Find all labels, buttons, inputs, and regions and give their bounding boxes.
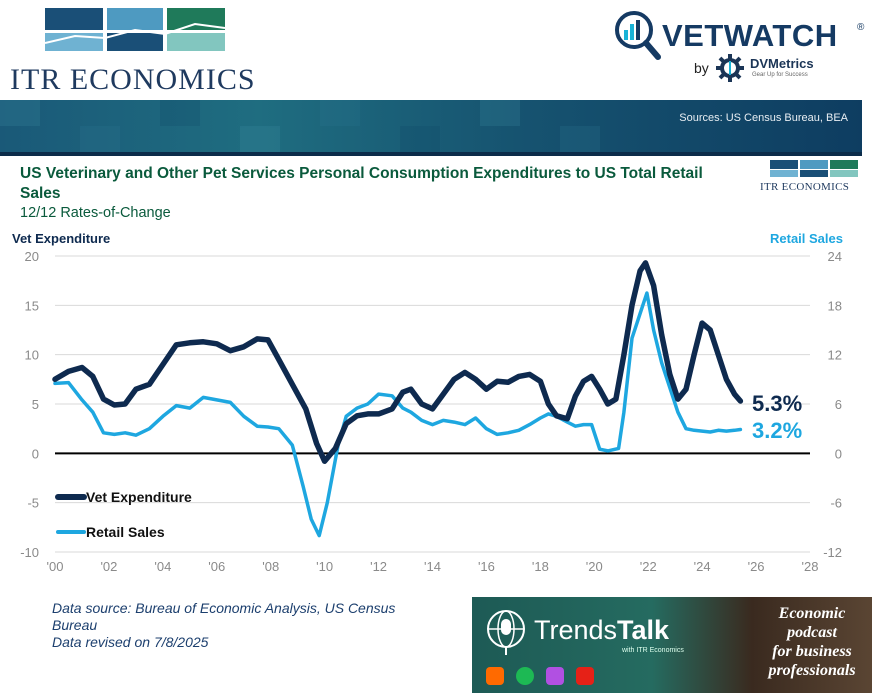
vet-expenditure-value-label: 5.3% xyxy=(752,391,802,416)
magnifier-chart-icon xyxy=(615,11,661,60)
vet-expenditure-line xyxy=(52,260,744,464)
x-tick-label: '20 xyxy=(586,559,603,574)
x-tick-label: '12 xyxy=(370,559,387,574)
line-chart: 20 15 10 5 0 -5 -10 24 18 12 6 0 -6 -12 '00 '02 '04 '06 '0… xyxy=(20,249,842,574)
trendstalk-title: TrendsTalk xyxy=(534,615,669,646)
y-right-tick-label: -6 xyxy=(830,496,842,511)
y-axis-left-label: Vet Expenditure xyxy=(12,231,111,246)
soundcloud-icon[interactable] xyxy=(486,667,504,685)
data-source-line-2: Bureau xyxy=(52,617,98,633)
data-revised-line: Data revised on 7/8/2025 xyxy=(52,634,209,650)
tagline-line-3: for business xyxy=(772,643,852,660)
y-axis-right-label: Retail Sales xyxy=(770,231,843,246)
by-text: by xyxy=(694,60,709,76)
y-left-tick-label: 20 xyxy=(25,249,39,264)
x-tick-label: '18 xyxy=(532,559,549,574)
itr-small-logo-text: ITR ECONOMICS xyxy=(760,181,850,193)
y-right-tick-label: 18 xyxy=(828,298,842,313)
sources-text: Sources: US Census Bureau, BEA xyxy=(679,112,848,124)
y-left-tick-label: 5 xyxy=(32,397,39,412)
chart-title: US Veterinary and Other Pet Services Per… xyxy=(20,165,703,202)
itr-economics-logo: ITR ECONOMICS xyxy=(10,8,260,96)
y-right-tick-label: 0 xyxy=(835,446,842,461)
dvmetrics-tagline: Gear Up for Success xyxy=(752,72,808,78)
x-tick-label: '14 xyxy=(424,559,441,574)
data-source-line-1: Data source: Bureau of Economic Analysis… xyxy=(52,600,396,616)
y-right-tick-label: 12 xyxy=(828,348,842,363)
x-tick-label: '24 xyxy=(694,559,711,574)
globe-microphone-icon xyxy=(487,610,525,655)
retail-sales-value-label: 3.2% xyxy=(752,418,802,443)
podcast-tagline: Economic podcast for business profession… xyxy=(754,604,870,680)
retail-sales-line xyxy=(53,291,743,538)
dvmetrics-gear-icon xyxy=(716,54,744,82)
y-left-tick-label: 0 xyxy=(32,446,39,461)
y-right-tick-label: 24 xyxy=(828,249,842,264)
banner-pattern xyxy=(0,100,600,152)
x-tick-label: '00 xyxy=(47,559,64,574)
y-left-tick-label: -10 xyxy=(20,545,39,560)
legend-label: Vet Expenditure xyxy=(86,489,192,505)
x-tick-label: '28 xyxy=(802,559,819,574)
vetwatch-logo: VETWATCH ® by DVMetrics Gear Up for Succ… xyxy=(612,8,872,88)
y-left-tick-label: 10 xyxy=(25,348,39,363)
itr-small-logo: ITR ECONOMICS xyxy=(752,160,862,196)
tagline-line-4: professionals xyxy=(768,662,856,679)
trendstalk-title-part-2: Talk xyxy=(617,615,670,645)
y-right-tick-label: 6 xyxy=(835,397,842,412)
x-tick-label: '06 xyxy=(208,559,225,574)
itr-logo-text: ITR ECONOMICS xyxy=(10,63,256,96)
youtube-icon[interactable] xyxy=(576,667,594,685)
tagline-line-1: Economic xyxy=(778,605,846,622)
data-source-note: Data source: Bureau of Economic Analysis… xyxy=(52,600,462,651)
x-tick-label: '08 xyxy=(262,559,279,574)
x-tick-label: '16 xyxy=(478,559,495,574)
y-left-tick-label: 15 xyxy=(25,298,39,313)
apple-podcasts-icon[interactable] xyxy=(546,667,564,685)
x-tick-label: '22 xyxy=(640,559,657,574)
trendstalk-podcast-banner[interactable]: TrendsTalk with ITR Economics Economic p… xyxy=(472,597,872,693)
itr-logo-mark xyxy=(45,8,225,51)
dvmetrics-logo-text: DVMetrics xyxy=(750,56,814,71)
header-banner: Sources: US Census Bureau, BEA xyxy=(0,100,862,152)
itr-small-logo-mark xyxy=(770,160,858,177)
series-lines xyxy=(52,260,744,538)
y-left-tick-label: -5 xyxy=(27,496,39,511)
banner-divider xyxy=(0,152,862,156)
x-tick-label: '04 xyxy=(154,559,171,574)
vetwatch-logo-text: VETWATCH xyxy=(662,18,838,53)
registered-mark: ® xyxy=(857,22,865,33)
y-right-tick-label: -12 xyxy=(823,545,842,560)
gridlines xyxy=(55,255,810,553)
axes: 20 15 10 5 0 -5 -10 24 18 12 6 0 -6 -12 '00 '02 '04 '06 '0… xyxy=(20,249,842,574)
trendstalk-title-part-1: Trends xyxy=(534,615,618,645)
legend-label: Retail Sales xyxy=(86,524,165,540)
legend: Vet Expenditure Retail Sales xyxy=(55,489,192,540)
spotify-icon[interactable] xyxy=(516,667,534,685)
x-tick-label: '10 xyxy=(316,559,333,574)
x-tick-label: '26 xyxy=(748,559,765,574)
trendstalk-subtitle: with ITR Economics xyxy=(622,647,684,654)
x-tick-label: '02 xyxy=(100,559,117,574)
chart-subtitle: 12/12 Rates-of-Change xyxy=(20,205,171,221)
tagline-line-2: podcast xyxy=(787,624,837,641)
